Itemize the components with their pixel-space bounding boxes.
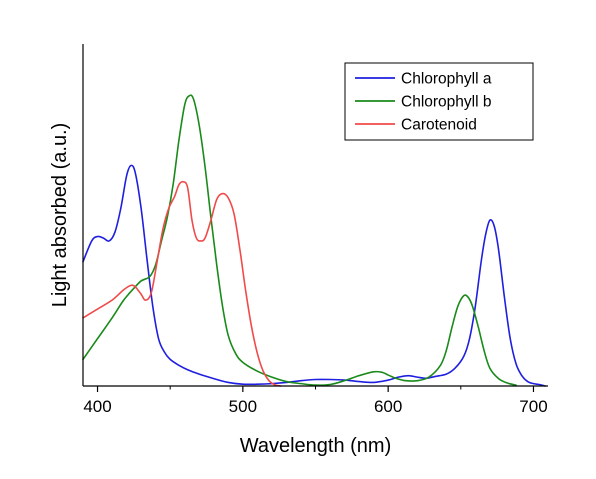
y-axis-title: Light absorbed (a.u.): [49, 123, 71, 308]
series-line-chlorophyll-a: [82, 164, 546, 387]
legend-label-carotenoid: Carotenoid: [401, 117, 477, 134]
legend-label-chlorophyll-a: Chlorophyll a: [401, 71, 492, 88]
x-ticks-group: 400 500 600 700: [83, 386, 548, 416]
x-tick-label: 600: [374, 397, 402, 416]
series-line-chlorophyll-b: [82, 94, 517, 386]
legend-label-chlorophyll-b: Chlorophyll b: [401, 94, 491, 111]
x-tick-label: 700: [519, 397, 547, 416]
x-tick-label: 400: [83, 397, 111, 416]
series-line-carotenoid: [82, 180, 282, 387]
plot-series-group: [82, 94, 546, 387]
legend: Chlorophyll a Chlorophyll b Carotenoid: [344, 62, 534, 141]
x-axis-title: Wavelength (nm): [240, 435, 392, 457]
x-tick-label: 500: [229, 397, 257, 416]
